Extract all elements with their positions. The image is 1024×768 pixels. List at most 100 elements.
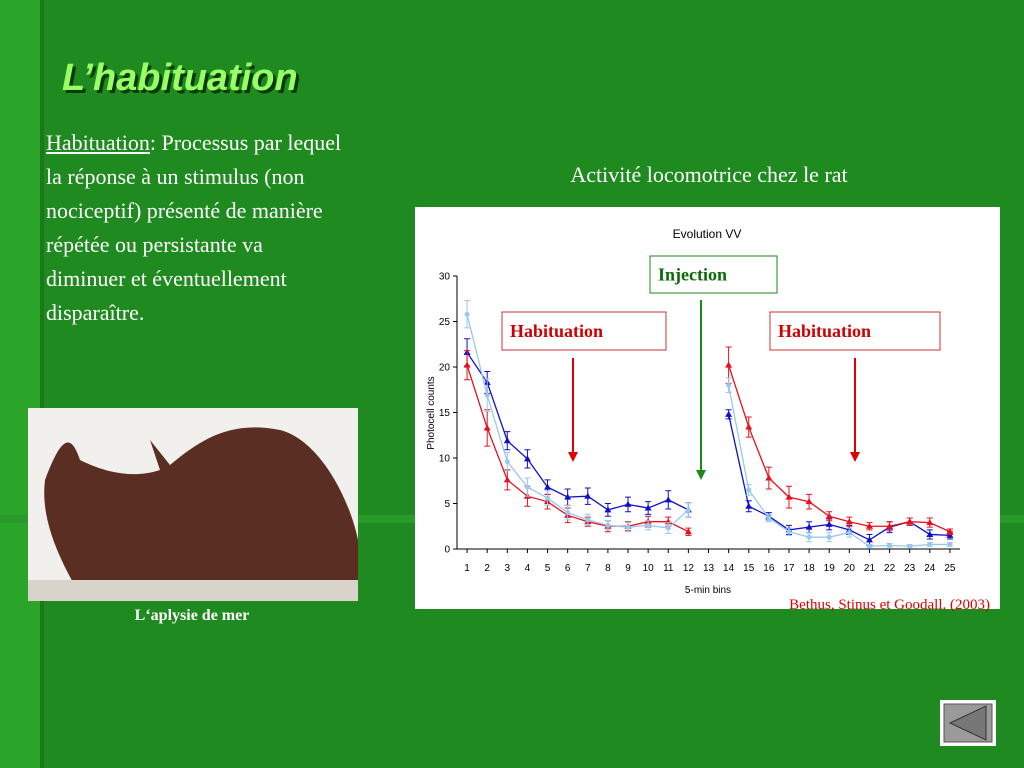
x-tick-label: 21 [864, 563, 876, 574]
x-tick-label: 2 [484, 563, 490, 574]
marker [464, 311, 470, 317]
y-tick-label: 10 [439, 454, 451, 465]
marker [745, 502, 753, 509]
marker [866, 543, 872, 549]
y-tick-label: 15 [439, 408, 451, 419]
term: Habituation [46, 130, 150, 155]
marker [545, 495, 551, 501]
x-tick-label: 16 [763, 563, 775, 574]
annotation: Injection [658, 265, 727, 285]
marker [503, 476, 511, 483]
annotation-arrowhead [696, 470, 706, 480]
x-tick-label: 23 [904, 563, 916, 574]
x-tick-label: 20 [844, 563, 856, 574]
marker [926, 530, 934, 537]
marker [745, 423, 753, 430]
marker [947, 541, 953, 547]
y-tick-label: 30 [439, 272, 451, 283]
marker [865, 522, 873, 529]
marker [725, 361, 733, 368]
snail [44, 427, 359, 595]
marker [625, 524, 631, 530]
stripe [40, 0, 44, 768]
marker [805, 498, 813, 505]
marker [946, 528, 954, 535]
marker [865, 536, 873, 543]
x-axis-label: 5-min bins [685, 585, 731, 596]
title-shadow: L’habituation [65, 60, 301, 102]
annotation-arrowhead [850, 452, 860, 462]
marker [523, 455, 531, 462]
marker [927, 541, 933, 547]
y-tick-label: 0 [444, 545, 450, 556]
marker [604, 506, 612, 513]
x-tick-label: 22 [884, 563, 896, 574]
marker [725, 410, 733, 417]
marker [845, 518, 853, 525]
marker [524, 484, 530, 490]
x-tick-label: 4 [525, 563, 531, 574]
marker [726, 382, 732, 388]
marker [805, 523, 813, 530]
x-tick-label: 9 [625, 563, 631, 574]
marker [585, 517, 591, 523]
x-tick-label: 10 [643, 563, 655, 574]
marker [825, 520, 833, 527]
citation: Bethus, Stinus et Goodall. (2003) [789, 597, 990, 613]
x-tick-label: 25 [944, 563, 956, 574]
x-tick-label: 15 [743, 563, 755, 574]
x-tick-label: 19 [824, 563, 836, 574]
annotation-box [769, 311, 941, 351]
x-tick-label: 8 [605, 563, 611, 574]
y-axis-label: Photocell counts [426, 376, 437, 449]
marker [746, 487, 752, 493]
annotation-arrowhead [568, 452, 578, 462]
series-line [466, 314, 950, 547]
stripe [0, 0, 40, 768]
marker [826, 534, 832, 540]
annotation: Habituation [510, 321, 603, 341]
marker [685, 507, 691, 513]
y-tick-label: 25 [439, 317, 451, 328]
definition: Habituation: Processus par lequel la rép… [46, 126, 346, 330]
marker [886, 522, 894, 529]
marker [846, 530, 852, 536]
marker [766, 515, 772, 521]
x-tick-label: 3 [505, 563, 511, 574]
marker [644, 504, 652, 511]
nav-arrow[interactable] [948, 705, 987, 741]
definition-text: : Processus par lequel la réponse à un s… [46, 130, 342, 325]
marker [664, 496, 672, 503]
y-tick-label: 20 [439, 363, 451, 374]
marker [887, 542, 893, 548]
annotation: Habituation [778, 321, 871, 341]
x-tick-label: 24 [924, 563, 936, 574]
marker [665, 525, 671, 531]
y-tick-label: 5 [444, 499, 450, 510]
marker [564, 493, 572, 500]
annotation-box [649, 255, 778, 294]
annotation-box [501, 311, 667, 351]
marker [463, 361, 471, 368]
x-tick-label: 17 [783, 563, 795, 574]
x-tick-label: 13 [703, 563, 715, 574]
marker [484, 392, 490, 398]
chart: Evolution VV 5-min bins Photocell counts 0 5… [426, 227, 960, 596]
x-tick-label: 5 [545, 563, 551, 574]
marker [605, 522, 611, 528]
x-tick-label: 18 [804, 563, 816, 574]
series-line [466, 352, 950, 541]
gravel [28, 580, 358, 601]
marker [483, 424, 491, 431]
image-caption: L‘aplysie de mer [135, 607, 250, 624]
marker [786, 529, 792, 535]
marker [806, 534, 812, 540]
marker [825, 512, 833, 519]
marker [565, 510, 571, 516]
x-tick-label: 7 [585, 563, 591, 574]
marker [504, 459, 510, 465]
marker [624, 500, 632, 507]
x-tick-label: 6 [565, 563, 571, 574]
x-tick-label: 1 [464, 563, 470, 574]
